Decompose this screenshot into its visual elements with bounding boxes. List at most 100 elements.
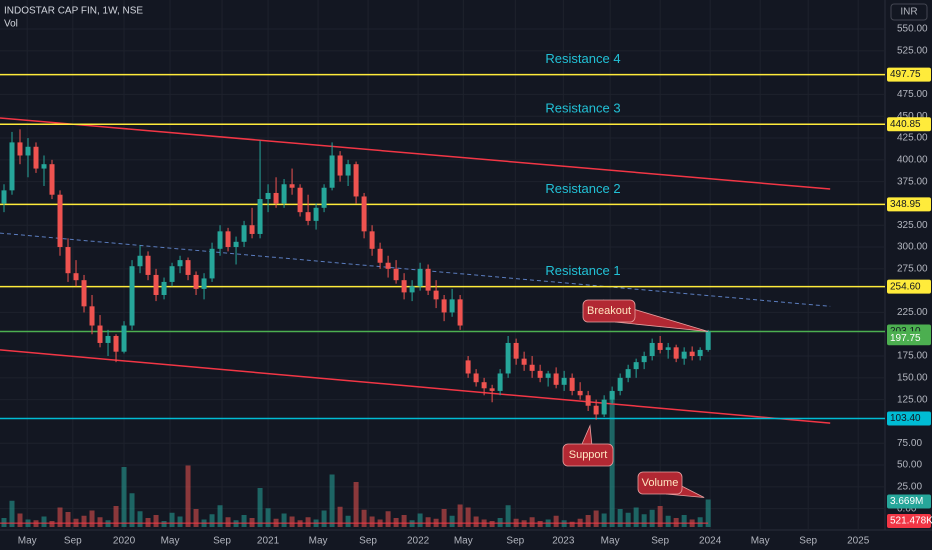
candle-body bbox=[1, 190, 7, 204]
volume-bar bbox=[441, 509, 447, 527]
volume-bar bbox=[657, 506, 663, 527]
candle-body bbox=[601, 399, 607, 415]
candle-body bbox=[185, 260, 191, 275]
candle-body bbox=[33, 146, 39, 169]
volume-bar bbox=[665, 515, 671, 527]
callout-box bbox=[562, 443, 614, 467]
volume-bar bbox=[65, 512, 71, 527]
price-label: 103.40 bbox=[890, 413, 921, 424]
y-tick-label: 175.00 bbox=[897, 351, 928, 362]
y-tick-label: 25.00 bbox=[897, 481, 922, 492]
candle-body bbox=[457, 299, 463, 326]
volume-bar bbox=[337, 506, 343, 527]
candle-body bbox=[689, 351, 695, 357]
candle-body bbox=[625, 369, 631, 378]
y-tick-label: 325.00 bbox=[897, 220, 928, 231]
candle-body bbox=[233, 241, 239, 248]
price-label-box bbox=[887, 67, 931, 82]
volume-bar bbox=[353, 482, 359, 527]
candle-body bbox=[593, 405, 599, 415]
candle-body bbox=[585, 395, 591, 406]
candle-body bbox=[609, 390, 615, 400]
volume-bar bbox=[673, 518, 679, 527]
price-label: 348.95 bbox=[890, 199, 921, 210]
volume-bar bbox=[249, 518, 255, 527]
trendline bbox=[0, 349, 831, 424]
candle-body bbox=[65, 247, 71, 274]
price-label-box bbox=[887, 279, 931, 294]
volume-bar bbox=[97, 517, 103, 527]
y-tick-label: 450.00 bbox=[897, 111, 928, 122]
volume-bar bbox=[409, 520, 415, 527]
x-tick-label: May bbox=[751, 536, 770, 547]
volume-bar bbox=[369, 516, 375, 527]
volume-bar bbox=[505, 505, 511, 527]
currency-box[interactable] bbox=[890, 3, 928, 21]
volume-bar bbox=[449, 515, 455, 527]
volume-bar bbox=[593, 510, 599, 527]
price-label-box bbox=[887, 411, 931, 426]
candle-body bbox=[113, 335, 119, 352]
candle-body bbox=[89, 306, 95, 326]
candle-body bbox=[497, 373, 503, 391]
callout-text: Support bbox=[569, 449, 608, 461]
volume-bar bbox=[89, 510, 95, 527]
x-tick-label: Sep bbox=[799, 536, 817, 547]
candle-body bbox=[553, 373, 559, 385]
level-name: Resistance 1 bbox=[545, 263, 620, 278]
candle-body bbox=[409, 286, 415, 293]
y-tick-label: 400.00 bbox=[897, 154, 928, 165]
x-tick-label: 2022 bbox=[407, 536, 430, 547]
volume-bar bbox=[385, 511, 391, 527]
volume-bar bbox=[105, 520, 111, 527]
candle-body bbox=[169, 266, 175, 282]
volume-bar bbox=[169, 512, 175, 527]
volume-bar bbox=[457, 504, 463, 527]
candle-body bbox=[633, 362, 639, 370]
price-label-box bbox=[887, 197, 931, 212]
drawings: Resistance 4 Resistance 3 Resistance 2 Resi… bbox=[0, 51, 885, 424]
callout-text: Volume bbox=[642, 477, 679, 489]
candle-body bbox=[289, 184, 295, 188]
candle-body bbox=[209, 248, 215, 279]
x-tick-label: May bbox=[601, 536, 620, 547]
volume-bar bbox=[161, 521, 167, 527]
volume-bar bbox=[417, 513, 423, 527]
trendline bbox=[0, 232, 831, 307]
candle-body bbox=[425, 268, 431, 291]
price-label: 440.85 bbox=[890, 119, 921, 130]
candle-body bbox=[225, 231, 231, 248]
volume-bar bbox=[9, 500, 15, 527]
volume-bar bbox=[601, 513, 607, 527]
y-tick-label: 0.00 bbox=[897, 503, 917, 514]
candle-body bbox=[353, 164, 359, 197]
candle-body bbox=[481, 382, 487, 389]
currency[interactable]: INR bbox=[900, 7, 917, 18]
candle-body bbox=[529, 364, 535, 371]
candle-body bbox=[153, 274, 159, 295]
candle-body bbox=[577, 390, 583, 396]
volume-bar bbox=[489, 521, 495, 527]
callout-box bbox=[637, 471, 683, 495]
x-tick-label: 2023 bbox=[552, 536, 575, 547]
y-tick-label: 375.00 bbox=[897, 176, 928, 187]
candle-body bbox=[561, 377, 567, 385]
candle-body bbox=[537, 370, 543, 378]
candle-body bbox=[137, 255, 143, 267]
axes: 550.00 525.00 475.00 450.00 425.00 400.00 375.… bbox=[18, 24, 932, 547]
candle-body bbox=[161, 281, 167, 295]
volume-bar bbox=[217, 505, 223, 527]
volume-bar bbox=[617, 509, 623, 527]
candle-body bbox=[305, 212, 311, 221]
candle-body bbox=[465, 360, 471, 374]
candle-body bbox=[369, 231, 375, 249]
level-name: Resistance 2 bbox=[545, 181, 620, 196]
volume-bar bbox=[521, 520, 527, 527]
volume-bar bbox=[17, 513, 23, 527]
candle-body bbox=[337, 155, 343, 176]
candle-body bbox=[25, 146, 31, 156]
candle-body bbox=[249, 225, 255, 234]
x-tick-label: Sep bbox=[506, 536, 524, 547]
x-tick-label: May bbox=[161, 536, 180, 547]
